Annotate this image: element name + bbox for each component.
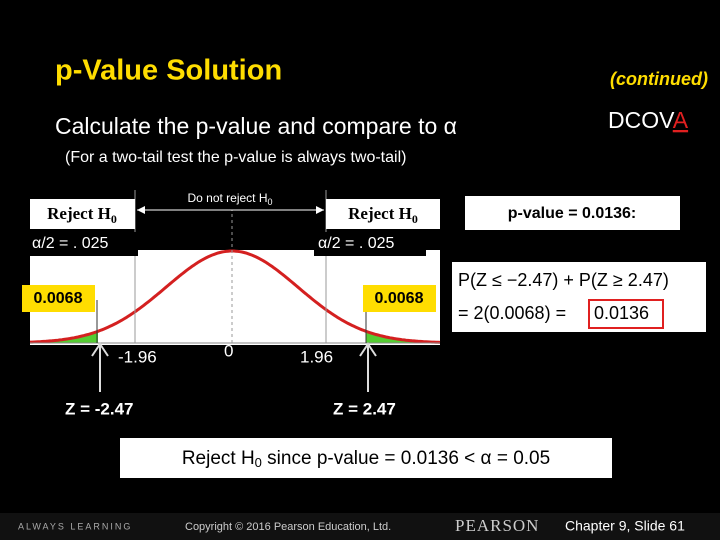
formula-line1: P(Z ≤ −2.47) + P(Z ≥ 2.47) [458, 270, 669, 290]
alpha-left: α/2 = . 025 [32, 235, 109, 252]
right-tail-area [366, 331, 440, 343]
label: Reject H [47, 204, 111, 223]
subscript: 0 [412, 212, 418, 226]
do-not-reject: Do not reject H0 [187, 191, 272, 207]
reject-left-box [30, 199, 135, 229]
conclusion: Reject H0 since p-value = 0.0136 < α = 0… [182, 448, 550, 470]
crit-right: 1.96 [300, 347, 333, 366]
subscript: 0 [255, 455, 262, 470]
tail-left: 0.0068 [34, 290, 83, 307]
dcova: DCOVA [608, 107, 689, 133]
z-left: Z = -2.47 [65, 399, 134, 418]
tail-right: 0.0068 [375, 290, 424, 307]
reject-right-box [326, 199, 440, 229]
alpha-left-box [28, 232, 138, 256]
tail-right-box [363, 285, 436, 312]
normal-curve [30, 249, 441, 344]
footer-bar [0, 513, 720, 540]
arrow-left [91, 342, 109, 392]
p-value-box [465, 196, 680, 230]
footer-left: ALWAYS LEARNING [18, 521, 132, 531]
do-not-reject-box [150, 188, 310, 210]
label: Reject H [348, 204, 412, 223]
alpha-right-box [314, 232, 426, 256]
subtitle: Calculate the p-value and compare to α [55, 113, 457, 139]
tail-left-box [22, 285, 95, 312]
formula-line2: = 2(0.0068) = [458, 303, 566, 323]
dcova-main: DCOV [608, 107, 675, 133]
subscript: 0 [111, 212, 117, 226]
footer-copyright: Copyright © 2016 Pearson Education, Ltd. [185, 521, 391, 533]
label: since p-value = 0.0136 < α = 0.05 [262, 448, 550, 469]
note: (For a two-tail test the p-value is alwa… [65, 149, 406, 166]
footer-brand: PEARSON [455, 516, 539, 535]
answer-highlight [588, 299, 664, 329]
label: Do not reject H [187, 191, 267, 205]
footer-slide: Chapter 9, Slide 61 [565, 518, 685, 534]
z-right: Z = 2.47 [333, 399, 396, 418]
alpha-right: α/2 = . 025 [318, 235, 395, 252]
crit-left: -1.96 [118, 347, 157, 366]
left-tail-area [30, 331, 98, 343]
formula-answer: 0.0136 [594, 303, 649, 323]
p-value: p-value = 0.0136: [508, 205, 637, 222]
title: p-Value Solution [55, 55, 282, 87]
arrow-right [359, 342, 377, 392]
conclusion-box [120, 438, 612, 478]
dcova-highlight: A [673, 107, 689, 133]
subscript: 0 [268, 197, 273, 207]
continued: (continued) [610, 69, 708, 89]
reject-left: Reject H0 [47, 204, 117, 226]
reject-right: Reject H0 [348, 204, 418, 226]
center-label: 0 [224, 341, 233, 360]
label: Reject H [182, 448, 255, 469]
